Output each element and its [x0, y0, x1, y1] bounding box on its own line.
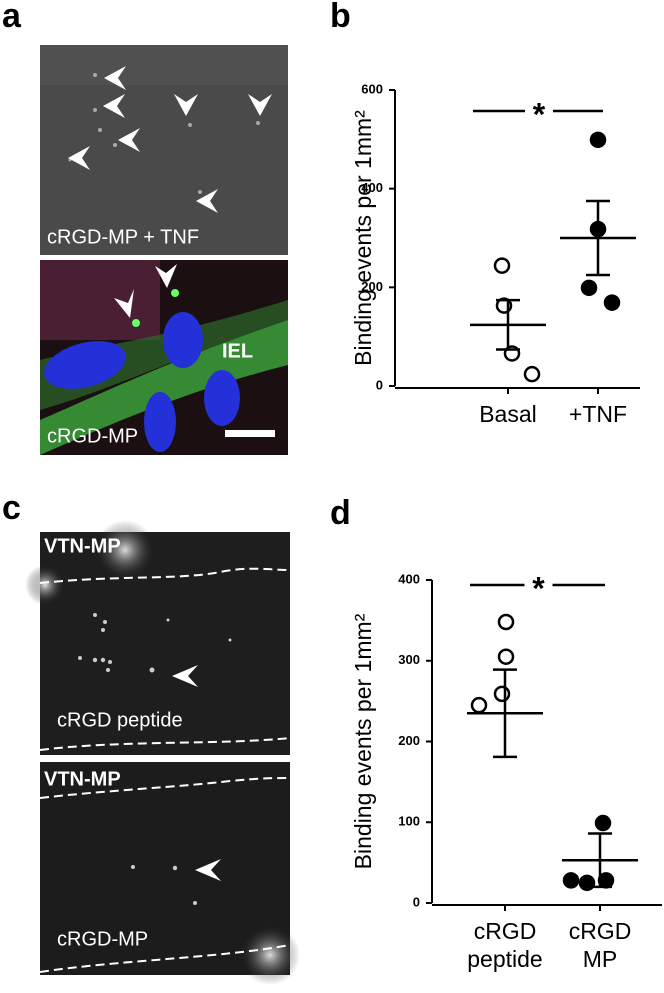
x-tick-label: Basal [479, 401, 537, 427]
data-point [589, 131, 607, 149]
x-tick-label: peptide [467, 946, 542, 972]
panel-label: c [2, 489, 21, 527]
significance-marker: * [532, 570, 545, 606]
image-label: VTN-MP [44, 535, 121, 557]
y-tick-label: 100 [398, 814, 420, 829]
micrograph: VTN-MP cRGD-MP [39, 762, 300, 985]
image-caption: cRGD-MP [57, 928, 148, 950]
image-label: IEL [222, 340, 253, 362]
image-caption: cRGD peptide [57, 709, 183, 731]
data-point [562, 872, 580, 889]
y-tick-label: 300 [398, 652, 420, 667]
image-caption: cRGD-MP + TNF [47, 226, 199, 248]
data-point [493, 257, 511, 274]
micrograph: VTN-MP cRGD peptide [25, 520, 291, 755]
y-tick-label: 200 [398, 733, 420, 748]
chart: 0 200 400 600 Binding events per 1mm² Basal +T… [350, 81, 640, 427]
data-point [497, 648, 515, 665]
y-tick-label: 400 [398, 571, 420, 586]
data-point [497, 613, 515, 631]
data-point [603, 294, 621, 311]
y-tick-label: 0 [413, 894, 420, 909]
y-tick-label: 0 [376, 377, 383, 392]
x-tick-label: +TNF [569, 401, 627, 427]
chart: 0 100 200 300 400 Binding events per 1mm² cRGD… [350, 570, 662, 972]
micrograph: IEL cRGD-MP [40, 260, 288, 455]
micrograph: cRGD-MP + TNF [40, 45, 288, 255]
x-tick-label: cRGD [474, 918, 537, 944]
y-axis-title: Binding events per 1mm² [350, 110, 376, 366]
data-point [580, 279, 598, 297]
image-caption: cRGD-MP [47, 425, 138, 447]
panel-label: a [2, 0, 22, 35]
significance-marker: * [533, 96, 546, 132]
data-point [594, 814, 612, 832]
y-tick-label: 600 [361, 81, 383, 96]
y-axis-title: Binding events per 1mm² [350, 613, 376, 869]
y-tick-label: 400 [361, 180, 383, 195]
panel-label: b [330, 0, 351, 35]
x-tick-label: MP [583, 946, 618, 972]
data-point [470, 696, 488, 714]
y-tick-label: 200 [361, 279, 383, 294]
image-label: VTN-MP [44, 768, 121, 790]
x-tick-label: cRGD [569, 918, 632, 944]
panel-label: d [330, 494, 351, 532]
data-point [523, 365, 541, 383]
data-point [493, 685, 511, 703]
